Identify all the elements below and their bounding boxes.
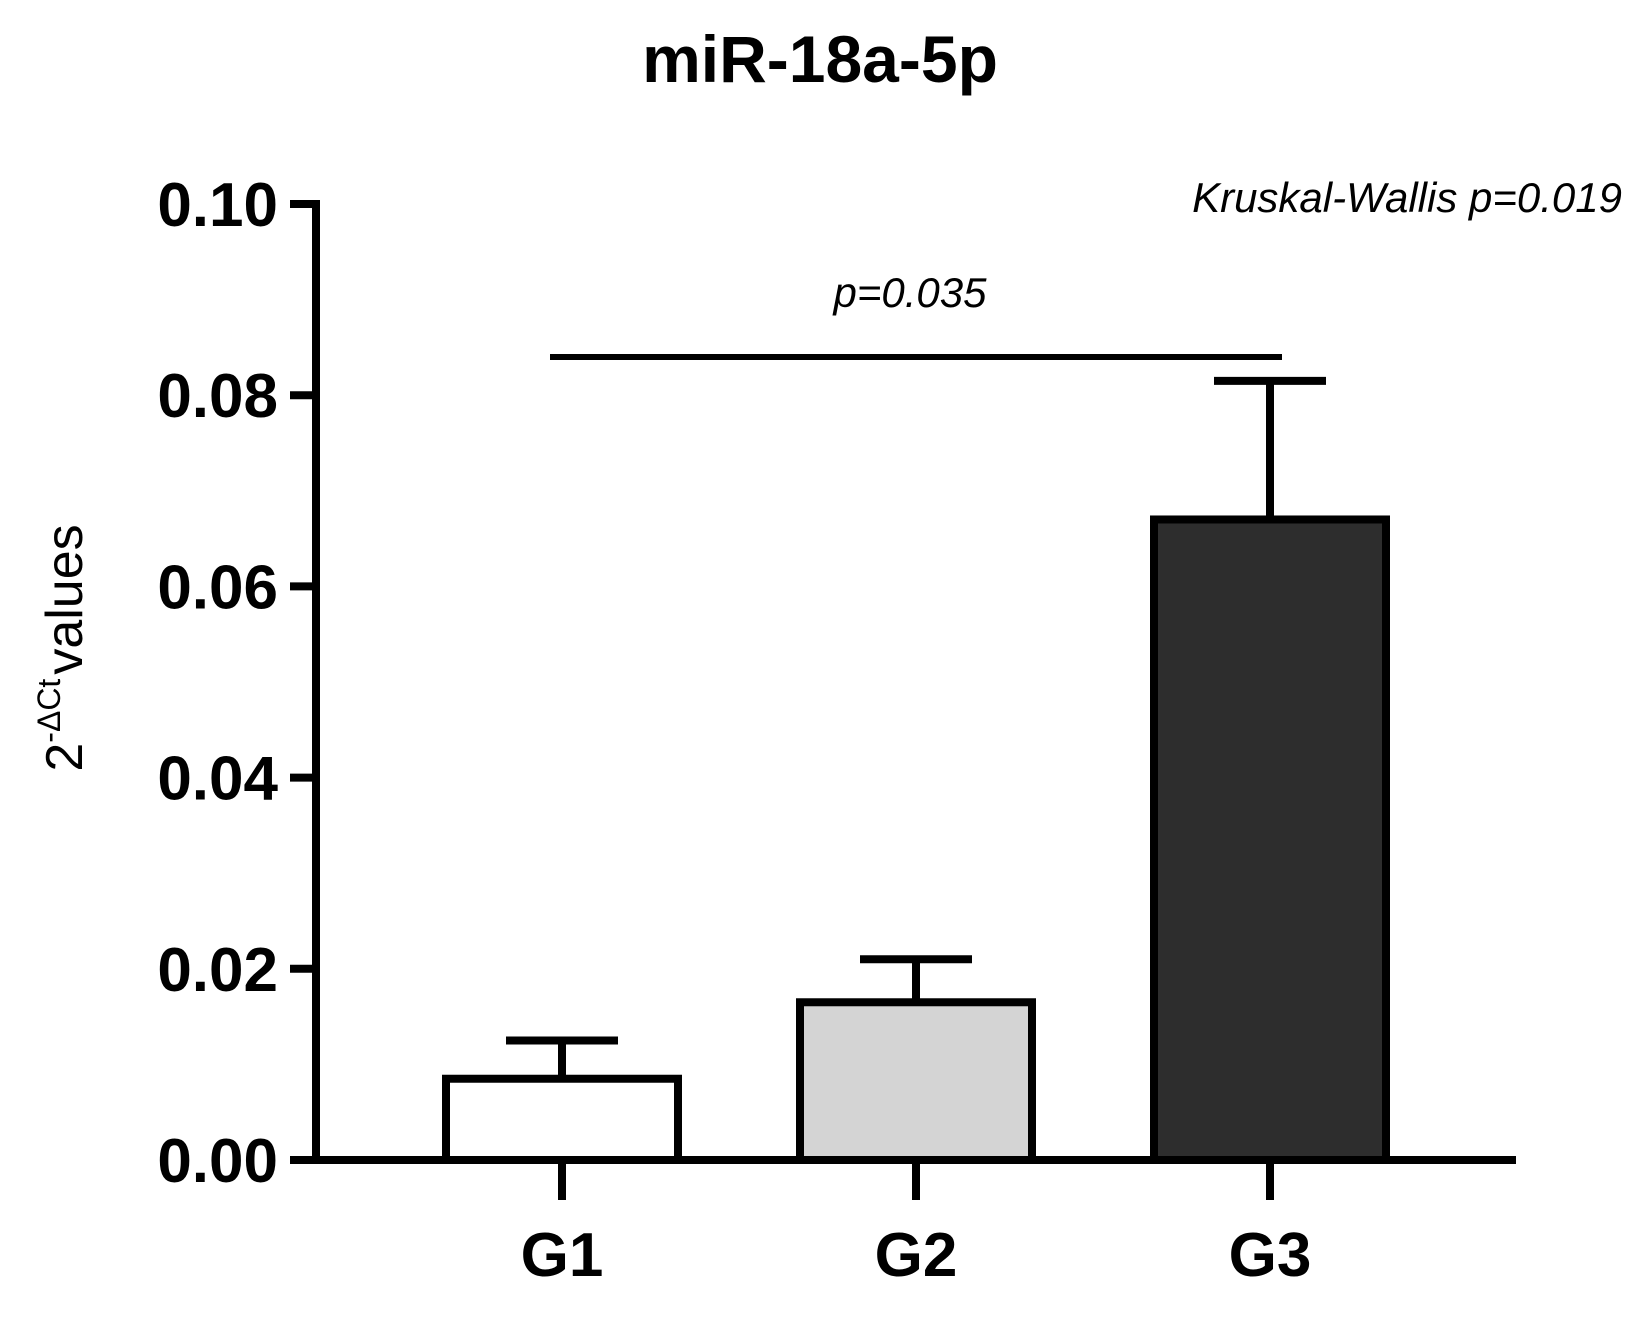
y-axis-label-superscript: -ΔCt [31,679,67,743]
kruskal-wallis-annotation: Kruskal-Wallis p=0.019 [1192,174,1622,221]
bars [442,376,1390,1165]
bar-g1 [442,1074,682,1164]
chart-title: miR-18a-5p [642,22,998,96]
y-tick-label: 0.06 [157,553,278,622]
y-tick-label: 0.04 [157,745,278,814]
x-tick-label-g2: G2 [875,1221,958,1290]
x-tick-label-g3: G3 [1229,1221,1312,1290]
comparison-p-value: p=0.035 [832,269,988,316]
y-tick-label: 0.00 [157,1127,278,1196]
y-tick-label: 0.08 [157,362,278,431]
y-axis-label-base: 2 [36,743,94,772]
y-tick-label: 0.10 [157,171,278,240]
bar-g2 [796,998,1036,1165]
y-axis-label-text: values [36,524,94,674]
x-axis-ticks: G1 G2 G3 [521,1160,1312,1290]
x-tick-label-g1: G1 [521,1221,604,1290]
y-tick-label: 0.02 [157,936,278,1005]
bar-g3 [1150,515,1390,1164]
y-axis-label: 2-ΔCt values [31,524,94,771]
y-axis-ticks: 0.00 0.02 0.04 0.06 0.08 0.10 [157,171,316,1196]
